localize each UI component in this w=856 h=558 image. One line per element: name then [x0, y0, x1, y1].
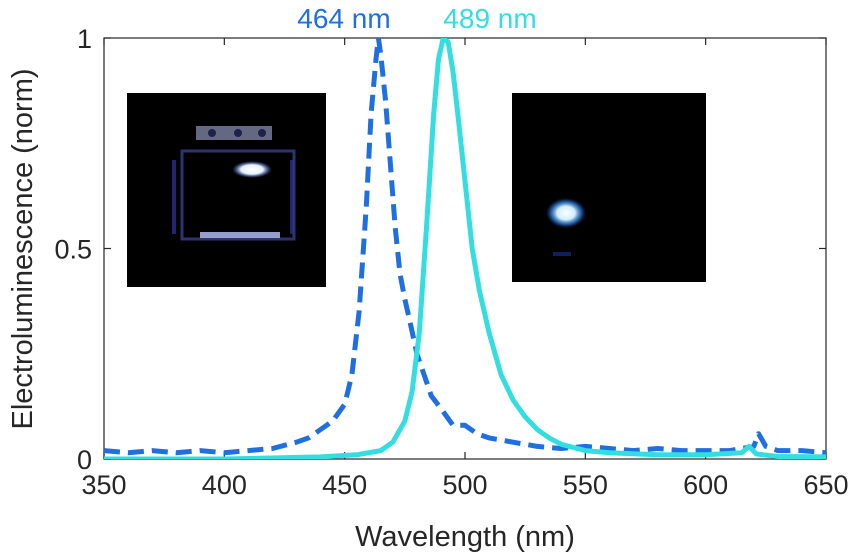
- y-tick-label: 0: [77, 445, 92, 475]
- x-tick-label: 350: [81, 470, 126, 500]
- x-tick-label: 500: [442, 470, 487, 500]
- axis-ticks: 350 400 450 500 550 600 650 0 0.5 1: [54, 24, 848, 500]
- x-axis-title: Wavelength (nm): [355, 521, 575, 553]
- x-tick-label: 450: [322, 470, 367, 500]
- x-tick-label: 400: [202, 470, 247, 500]
- series-1-line: [104, 38, 826, 459]
- y-tick-label: 0.5: [54, 235, 92, 265]
- x-tick-label: 600: [683, 470, 728, 500]
- peak-label-1: 489 nm: [443, 3, 536, 34]
- peak-label-0: 464 nm: [297, 3, 390, 34]
- x-tick-label: 550: [563, 470, 608, 500]
- y-tick-label: 1: [77, 24, 92, 54]
- series-group: [104, 38, 826, 459]
- inset-photo-left: [127, 93, 326, 287]
- inset-photo-right: [512, 93, 706, 282]
- y-axis-title: Electroluminescence (norm): [7, 68, 39, 429]
- peak-annotations: 464 nm 489 nm: [297, 3, 536, 34]
- x-tick-label: 650: [803, 470, 848, 500]
- series-0-line: [104, 38, 826, 456]
